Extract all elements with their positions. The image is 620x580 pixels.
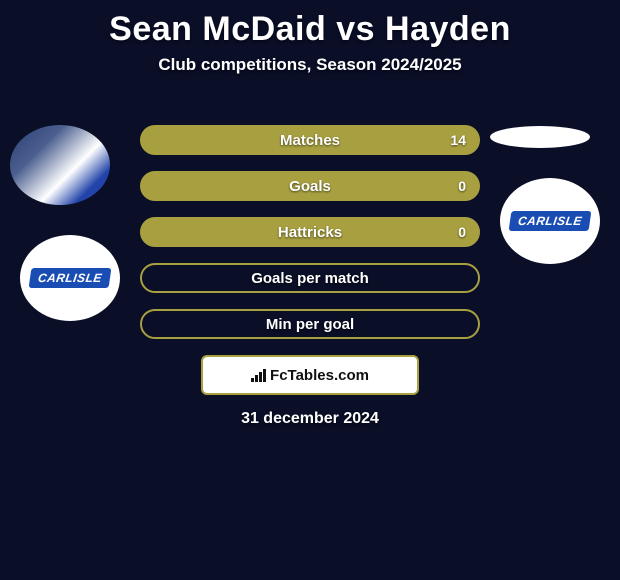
player1-avatar (10, 125, 110, 205)
date-text: 31 december 2024 (241, 410, 379, 428)
stat-value-left: 0 (458, 224, 466, 240)
stat-label: Goals per match (251, 270, 369, 287)
stat-label: Hattricks (278, 224, 342, 241)
stat-label: Goals (289, 178, 331, 195)
player1-club-badge: CARLISLE (20, 235, 120, 321)
club-logo-right: CARLISLE (509, 211, 592, 231)
player1-name: Sean McDaid (109, 10, 326, 48)
stat-label: Matches (280, 132, 340, 149)
subtitle: Club competitions, Season 2024/2025 (0, 55, 620, 75)
stats-bars: Matches 14 Goals 0 Hattricks 0 Goals per… (140, 125, 480, 355)
bar-chart-icon (251, 368, 266, 382)
stat-value-left: 0 (458, 178, 466, 194)
stat-label: Min per goal (266, 316, 354, 333)
stat-bar-matches: Matches 14 (140, 125, 480, 155)
player2-avatar (490, 126, 590, 148)
stat-bar-hattricks: Hattricks 0 (140, 217, 480, 247)
vs-text: vs (336, 10, 375, 48)
club-logo-left: CARLISLE (29, 268, 112, 288)
stat-bar-gpm: Goals per match (140, 263, 480, 293)
fctables-watermark: FcTables.com (201, 355, 419, 395)
fctables-text: FcTables.com (270, 367, 369, 384)
stat-bar-goals: Goals 0 (140, 171, 480, 201)
player2-club-badge: CARLISLE (500, 178, 600, 264)
comparison-title: Sean McDaid vs Hayden (0, 0, 620, 49)
player2-name: Hayden (385, 10, 511, 48)
stat-value-left: 14 (450, 132, 466, 148)
stat-bar-mpg: Min per goal (140, 309, 480, 339)
